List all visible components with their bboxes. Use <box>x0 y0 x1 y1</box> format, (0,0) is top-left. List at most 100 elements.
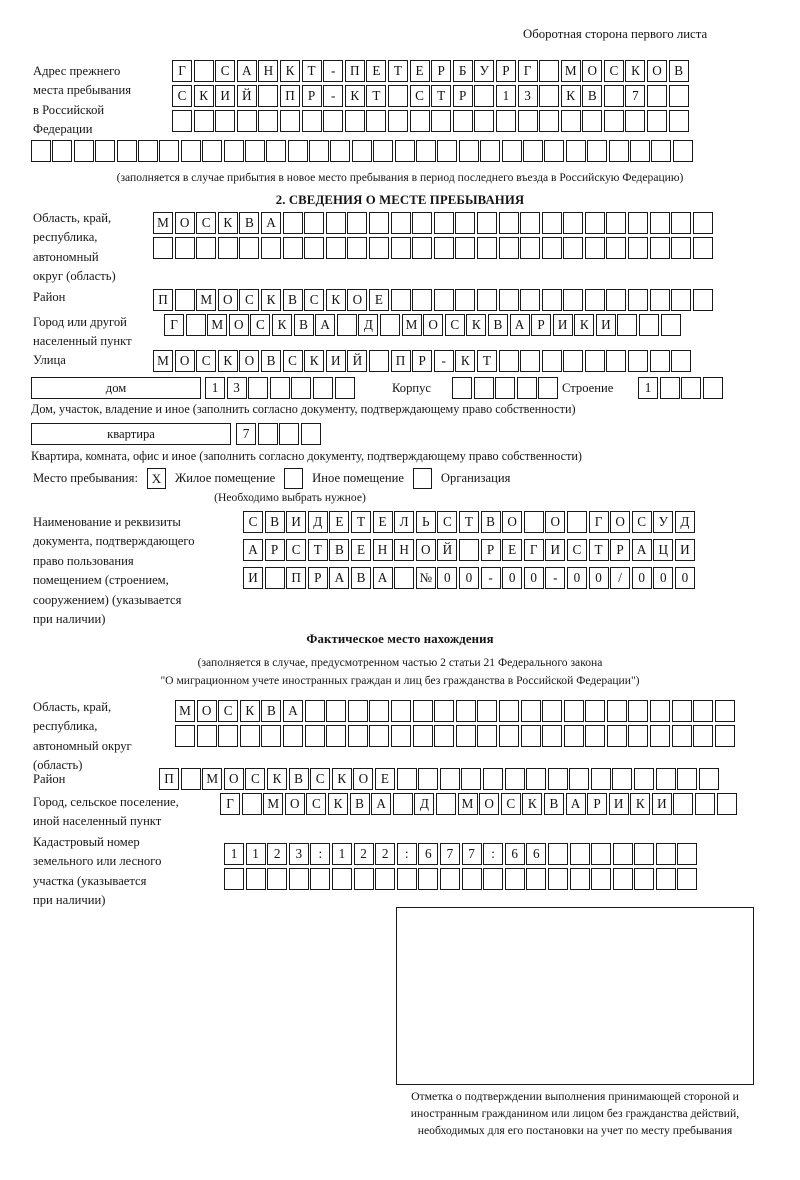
form-cell[interactable]: И <box>674 539 695 561</box>
form-cell[interactable] <box>52 140 73 162</box>
form-cell[interactable]: 2 <box>353 843 374 865</box>
form-cell[interactable]: С <box>250 314 271 336</box>
form-cell[interactable] <box>369 700 390 722</box>
form-cell[interactable]: А <box>260 212 281 234</box>
form-cell[interactable] <box>714 700 735 722</box>
form-cell[interactable] <box>582 110 603 132</box>
form-cell[interactable]: К <box>266 768 287 790</box>
form-cell[interactable]: К <box>455 350 476 372</box>
form-cell[interactable] <box>416 140 437 162</box>
form-cell[interactable] <box>326 725 347 747</box>
form-cell[interactable]: В <box>260 350 281 372</box>
form-cell[interactable]: П <box>279 85 300 107</box>
form-cell[interactable] <box>309 140 330 162</box>
form-cell[interactable] <box>390 212 411 234</box>
form-cell[interactable]: Т <box>307 539 328 561</box>
form-cell[interactable]: М <box>207 314 228 336</box>
form-cell[interactable] <box>628 237 649 259</box>
form-cell[interactable] <box>538 377 559 399</box>
form-cell[interactable]: К <box>344 85 365 107</box>
form-cell[interactable]: К <box>466 314 487 336</box>
form-cell[interactable] <box>390 289 411 311</box>
form-cell[interactable] <box>476 212 497 234</box>
form-cell[interactable] <box>196 725 217 747</box>
form-cell[interactable]: А <box>282 700 303 722</box>
form-cell[interactable]: О <box>196 700 217 722</box>
form-cell[interactable]: Д <box>307 511 328 533</box>
form-cell[interactable] <box>677 868 698 890</box>
form-cell[interactable]: Р <box>610 539 631 561</box>
form-cell[interactable]: 6 <box>526 843 547 865</box>
form-cell[interactable]: № <box>415 567 436 589</box>
form-cell[interactable] <box>287 140 308 162</box>
form-cell[interactable] <box>668 85 689 107</box>
form-cell[interactable] <box>458 539 479 561</box>
form-cell[interactable]: В <box>239 212 260 234</box>
form-cell[interactable] <box>267 868 288 890</box>
form-cell[interactable]: 1 <box>638 377 658 399</box>
form-cell[interactable] <box>585 725 606 747</box>
form-cell[interactable]: С <box>239 289 260 311</box>
form-cell[interactable]: Р <box>307 567 328 589</box>
form-cell[interactable] <box>498 237 519 259</box>
form-cell[interactable] <box>659 377 680 399</box>
form-cell[interactable]: О <box>353 768 374 790</box>
form-cell[interactable] <box>288 868 309 890</box>
form-cell[interactable]: - <box>323 85 344 107</box>
form-cell[interactable]: Т <box>301 60 322 82</box>
form-cell[interactable] <box>655 868 676 890</box>
form-cell[interactable] <box>418 868 439 890</box>
form-cell[interactable] <box>351 140 372 162</box>
form-cell[interactable]: С <box>282 350 303 372</box>
form-cell[interactable] <box>461 768 482 790</box>
form-cell[interactable]: К <box>217 212 238 234</box>
form-cell[interactable] <box>698 768 719 790</box>
form-cell[interactable] <box>523 511 544 533</box>
form-cell[interactable]: К <box>625 60 646 82</box>
form-cell[interactable] <box>434 700 455 722</box>
form-cell[interactable]: Р <box>587 793 608 815</box>
form-cell[interactable] <box>606 237 627 259</box>
form-cell[interactable] <box>628 725 649 747</box>
form-cell[interactable]: Р <box>301 85 322 107</box>
form-cell[interactable] <box>520 212 541 234</box>
form-cell[interactable]: Е <box>372 511 393 533</box>
form-cell[interactable]: С <box>566 539 587 561</box>
stroenie-row[interactable]: 1 <box>638 377 723 399</box>
form-cell[interactable] <box>569 868 590 890</box>
section2-region-row-2[interactable] <box>153 237 713 259</box>
actual-region-row-2[interactable] <box>175 725 735 747</box>
checkbox-organizatsiya[interactable] <box>412 468 432 489</box>
form-cell[interactable] <box>655 768 676 790</box>
form-cell[interactable] <box>390 700 411 722</box>
form-cell[interactable]: - <box>323 60 344 82</box>
form-cell[interactable] <box>241 793 262 815</box>
form-cell[interactable]: Е <box>409 60 430 82</box>
form-cell[interactable]: Й <box>347 350 368 372</box>
form-cell[interactable]: Т <box>387 60 408 82</box>
form-cell[interactable] <box>474 110 495 132</box>
form-cell[interactable]: К <box>260 289 281 311</box>
form-cell[interactable] <box>482 768 503 790</box>
form-cell[interactable] <box>566 511 587 533</box>
form-cell[interactable] <box>516 377 537 399</box>
form-cell[interactable] <box>526 768 547 790</box>
form-cell[interactable] <box>563 725 584 747</box>
form-cell[interactable]: В <box>480 511 501 533</box>
form-cell[interactable]: О <box>415 539 436 561</box>
form-cell[interactable]: - <box>480 567 501 589</box>
form-cell[interactable]: В <box>329 539 350 561</box>
form-cell[interactable] <box>236 110 257 132</box>
form-cell[interactable]: 1 <box>495 85 516 107</box>
form-cell[interactable]: К <box>327 793 348 815</box>
form-cell[interactable]: О <box>174 350 195 372</box>
form-cell[interactable] <box>159 140 180 162</box>
form-cell[interactable]: 7 <box>236 423 256 445</box>
form-cell[interactable]: Т <box>458 511 479 533</box>
form-cell[interactable] <box>244 140 265 162</box>
